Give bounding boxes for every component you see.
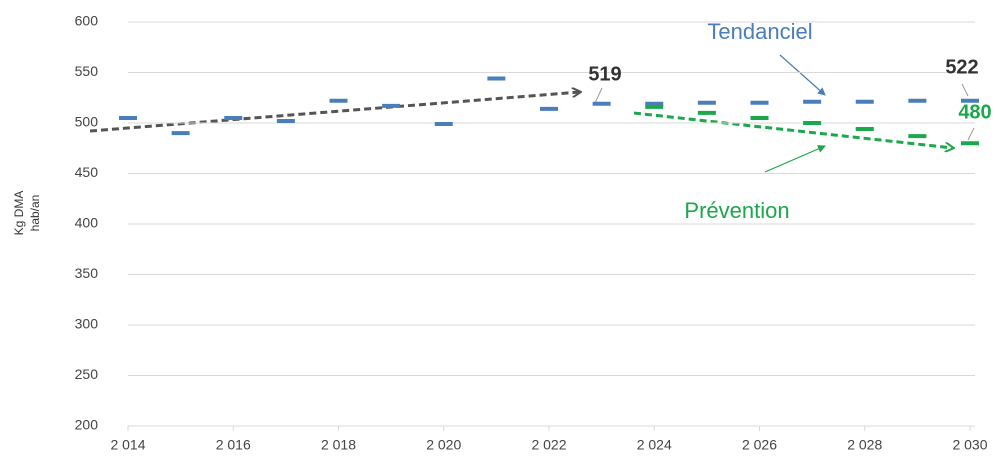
y-tick-label: 500 (75, 114, 99, 130)
trend-arrow (633, 111, 953, 148)
y-tick-label: 400 (75, 215, 99, 231)
series-label: Tendanciel (707, 19, 812, 44)
leader-line (967, 127, 975, 141)
annotation: 519 (588, 63, 621, 85)
x-tick-label: 2 030 (952, 437, 987, 453)
x-tick-label: 2 026 (742, 437, 777, 453)
x-tick-label: 2 014 (110, 437, 145, 453)
x-tick-label: 2 020 (426, 437, 461, 453)
trend-arrow (89, 92, 580, 133)
y-tick-label: 600 (75, 13, 99, 29)
decorations (89, 54, 975, 173)
y-tick-label: 450 (75, 164, 99, 180)
x-tick-label: 2 016 (216, 437, 251, 453)
callout-arrow (764, 145, 826, 173)
annotation: 522 (945, 56, 978, 78)
leader-line (594, 87, 603, 104)
y-axis-label: hab/an (28, 195, 42, 232)
y-tick-label: 200 (75, 417, 99, 433)
callout-arrow (779, 54, 826, 96)
annotation: 480 (958, 101, 991, 123)
y-tick-label: 300 (75, 316, 99, 332)
series-label: Prévention (684, 198, 789, 223)
y-tick-label: 350 (75, 265, 99, 281)
leader-line (961, 83, 969, 97)
x-tick-label: 2 022 (531, 437, 566, 453)
y-tick-label: 250 (75, 366, 99, 382)
y-tick-label: 550 (75, 63, 99, 79)
x-tick-label: 2 028 (847, 437, 882, 453)
y-axis-label: Kg DMA (12, 191, 26, 236)
x-tick-label: 2 018 (321, 437, 356, 453)
x-tick-label: 2 024 (637, 437, 672, 453)
